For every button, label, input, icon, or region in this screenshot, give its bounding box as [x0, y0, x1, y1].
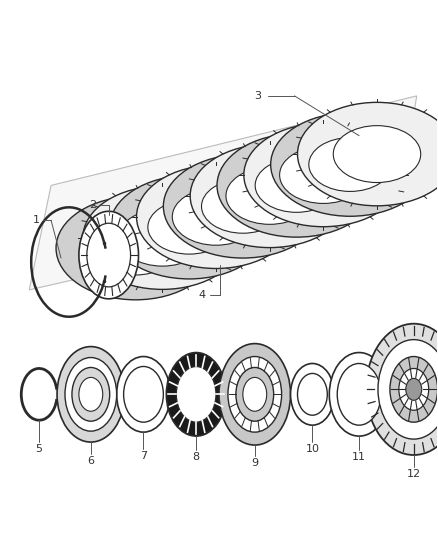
Ellipse shape: [190, 144, 349, 248]
Ellipse shape: [226, 167, 314, 224]
Ellipse shape: [117, 357, 170, 432]
Ellipse shape: [244, 123, 403, 227]
Ellipse shape: [390, 357, 438, 422]
Ellipse shape: [83, 186, 242, 289]
Text: 12: 12: [407, 469, 421, 479]
Text: 1: 1: [33, 215, 40, 225]
Text: 2: 2: [89, 200, 96, 211]
Text: 4: 4: [198, 290, 206, 300]
Text: 10: 10: [305, 444, 319, 454]
Text: 8: 8: [193, 452, 200, 462]
Ellipse shape: [219, 344, 290, 445]
Ellipse shape: [228, 357, 282, 432]
Ellipse shape: [172, 188, 260, 245]
Ellipse shape: [378, 340, 438, 439]
Ellipse shape: [94, 221, 177, 275]
Ellipse shape: [271, 113, 430, 216]
Ellipse shape: [72, 367, 110, 421]
Ellipse shape: [148, 200, 230, 254]
Ellipse shape: [110, 175, 268, 279]
Ellipse shape: [65, 358, 117, 431]
Ellipse shape: [217, 134, 376, 237]
Ellipse shape: [87, 223, 131, 287]
Ellipse shape: [163, 155, 322, 258]
Ellipse shape: [399, 368, 429, 410]
Text: 5: 5: [35, 444, 42, 454]
Ellipse shape: [337, 364, 381, 425]
Ellipse shape: [137, 165, 296, 269]
Ellipse shape: [366, 324, 438, 455]
Text: 9: 9: [251, 458, 258, 468]
Ellipse shape: [56, 196, 215, 300]
Ellipse shape: [176, 367, 216, 422]
Ellipse shape: [406, 378, 422, 400]
Text: 3: 3: [254, 91, 261, 101]
Ellipse shape: [297, 374, 327, 415]
Ellipse shape: [243, 377, 267, 411]
Ellipse shape: [166, 352, 226, 436]
Ellipse shape: [333, 126, 421, 182]
Ellipse shape: [297, 102, 438, 206]
Text: 7: 7: [140, 451, 147, 461]
Text: 11: 11: [352, 452, 366, 462]
Ellipse shape: [329, 352, 389, 436]
Ellipse shape: [124, 367, 163, 422]
Ellipse shape: [79, 211, 138, 299]
Ellipse shape: [309, 138, 392, 191]
Text: 6: 6: [87, 456, 94, 466]
Ellipse shape: [79, 377, 103, 411]
Ellipse shape: [290, 364, 334, 425]
Ellipse shape: [119, 209, 206, 266]
Polygon shape: [29, 96, 417, 290]
Ellipse shape: [236, 367, 274, 421]
Ellipse shape: [279, 147, 367, 204]
Ellipse shape: [201, 180, 284, 233]
Ellipse shape: [255, 158, 338, 212]
Ellipse shape: [57, 346, 124, 442]
